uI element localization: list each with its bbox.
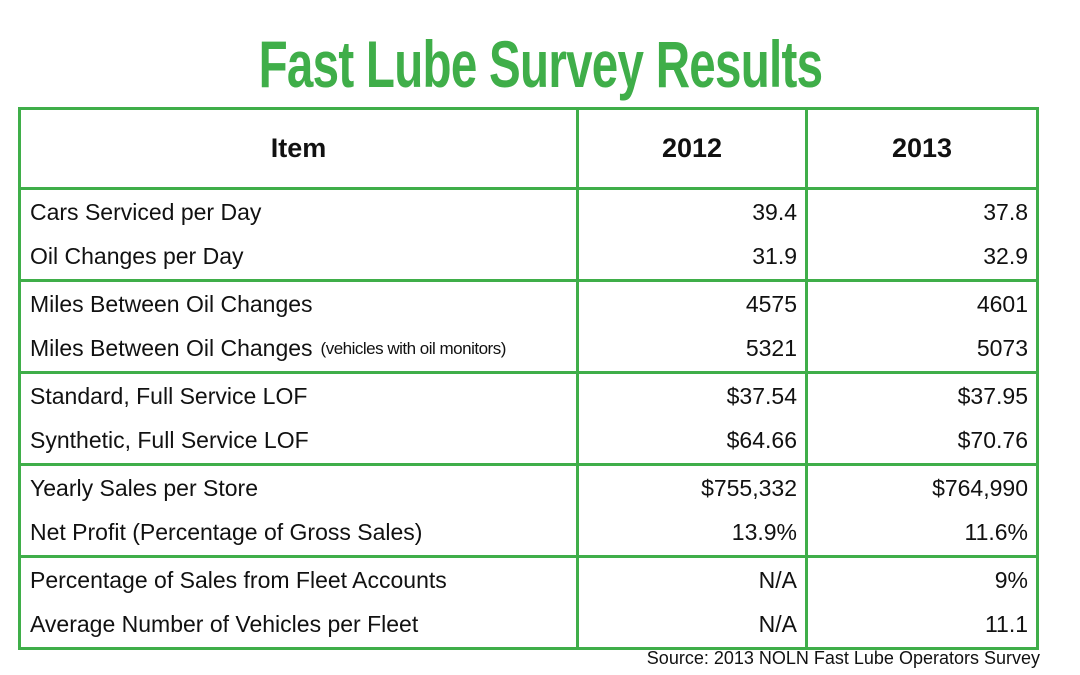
item-label: Net Profit (Percentage of Gross Sales) xyxy=(30,519,423,546)
header-item: Item xyxy=(21,110,579,187)
value-2012: 31.9 xyxy=(579,234,808,279)
table-row: Miles Between Oil Changes 4575 4601 xyxy=(21,282,1036,327)
value-2012: 39.4 xyxy=(579,190,808,235)
table-row: Net Profit (Percentage of Gross Sales) 13… xyxy=(21,510,1036,555)
row-group: Standard, Full Service LOF $37.54 $37.95 Sy… xyxy=(21,374,1036,466)
row-group: Cars Serviced per Day 39.4 37.8 Oil Changes… xyxy=(21,190,1036,282)
item-cell: Percentage of Sales from Fleet Accounts xyxy=(21,558,579,603)
value-2013: 32.9 xyxy=(983,243,1028,270)
value-2012: $755,332 xyxy=(579,466,808,511)
table-row: Miles Between Oil Changes (vehicles with … xyxy=(21,326,1036,371)
value-2012: N/A xyxy=(579,602,808,647)
value-2012: 4575 xyxy=(579,282,808,327)
table-row: Synthetic, Full Service LOF $64.66 $70.76 xyxy=(21,418,1036,463)
row-group: Yearly Sales per Store $755,332 $764,990 Ne… xyxy=(21,466,1036,558)
table-row: Cars Serviced per Day 39.4 37.8 xyxy=(21,190,1036,235)
value-2012: 5321 xyxy=(579,326,808,371)
item-label: Synthetic, Full Service LOF xyxy=(30,427,309,454)
row-group: Percentage of Sales from Fleet Accounts N… xyxy=(21,558,1036,647)
item-cell: Yearly Sales per Store xyxy=(21,466,579,511)
table-row: Percentage of Sales from Fleet Accounts N… xyxy=(21,558,1036,603)
value-2013: $764,990 xyxy=(932,474,1028,501)
survey-table: Item 2012 2013 Cars Serviced per Day 39.4… xyxy=(18,107,1039,650)
item-label: Miles Between Oil Changes xyxy=(30,290,313,317)
value-2013: $37.95 xyxy=(957,382,1028,409)
row-group: Miles Between Oil Changes 4575 4601 Miles B… xyxy=(21,282,1036,374)
item-label: Cars Serviced per Day xyxy=(30,198,262,225)
item-cell: Standard, Full Service LOF xyxy=(21,374,579,419)
value-2013: 4601 xyxy=(976,290,1028,317)
value-2012: $64.66 xyxy=(579,418,808,463)
value-2013: 11.1 xyxy=(984,611,1028,638)
value-2012: 13.9% xyxy=(579,510,808,555)
item-label: Oil Changes per Day xyxy=(30,243,244,270)
title-text: Fast Lube Survey Results xyxy=(258,27,822,101)
item-cell: Cars Serviced per Day xyxy=(21,190,579,235)
page-title: Fast Lube Survey Results xyxy=(0,24,1080,104)
value-2013: $70.76 xyxy=(957,427,1028,454)
table-row: Average Number of Vehicles per Fleet N/A 1… xyxy=(21,602,1036,647)
table-header: Item 2012 2013 xyxy=(21,110,1036,190)
value-2013: 11.6% xyxy=(964,519,1028,546)
item-label: Yearly Sales per Store xyxy=(30,474,259,501)
item-label: Average Number of Vehicles per Fleet xyxy=(30,611,419,638)
table-row: Standard, Full Service LOF $37.54 $37.95 xyxy=(21,374,1036,419)
table-row: Yearly Sales per Store $755,332 $764,990 xyxy=(21,466,1036,511)
value-2013: 5073 xyxy=(976,335,1028,362)
item-cell: Synthetic, Full Service LOF xyxy=(21,418,579,463)
item-cell: Oil Changes per Day xyxy=(21,234,579,279)
table-body: Cars Serviced per Day 39.4 37.8 Oil Changes… xyxy=(21,190,1036,647)
item-label: Standard, Full Service LOF xyxy=(30,382,308,409)
source-note: Source: 2013 NOLN Fast Lube Operators Su… xyxy=(646,648,1040,668)
value-2012: $37.54 xyxy=(579,374,808,419)
item-cell: Miles Between Oil Changes (vehicles with … xyxy=(21,326,579,371)
header-2013: 2013 xyxy=(891,133,953,163)
value-2013: 37.8 xyxy=(983,198,1028,225)
item-cell: Net Profit (Percentage of Gross Sales) xyxy=(21,510,579,555)
value-2012: N/A xyxy=(579,558,808,603)
item-note: (vehicles with oil monitors) xyxy=(320,338,507,358)
item-label: Percentage of Sales from Fleet Accounts xyxy=(30,566,447,593)
item-cell: Miles Between Oil Changes xyxy=(21,282,579,327)
item-label: Miles Between Oil Changes xyxy=(30,335,313,362)
item-cell: Average Number of Vehicles per Fleet xyxy=(21,602,579,647)
header-2012: 2012 xyxy=(579,110,808,187)
value-2013: 9% xyxy=(994,566,1028,593)
table-row: Oil Changes per Day 31.9 32.9 xyxy=(21,234,1036,279)
